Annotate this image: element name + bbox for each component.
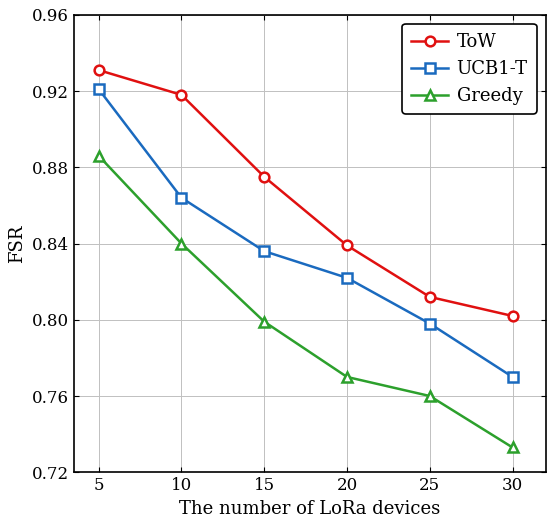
ToW	[261, 174, 268, 180]
Greedy	[427, 393, 433, 399]
UCB1-T	[343, 275, 350, 281]
UCB1-T	[509, 374, 516, 380]
Greedy	[343, 374, 350, 380]
Line: ToW: ToW	[94, 65, 517, 321]
Greedy	[95, 153, 102, 159]
UCB1-T	[95, 86, 102, 93]
UCB1-T	[261, 248, 268, 255]
Greedy	[178, 240, 185, 247]
X-axis label: The number of LoRa devices: The number of LoRa devices	[179, 500, 440, 518]
ToW	[427, 294, 433, 300]
Y-axis label: FSR: FSR	[8, 225, 27, 262]
ToW	[95, 67, 102, 73]
ToW	[509, 313, 516, 319]
UCB1-T	[427, 320, 433, 327]
UCB1-T	[178, 195, 185, 201]
Line: Greedy: Greedy	[94, 151, 517, 452]
ToW	[343, 242, 350, 249]
Greedy	[261, 319, 268, 325]
Greedy	[509, 444, 516, 451]
Legend: ToW, UCB1-T, Greedy: ToW, UCB1-T, Greedy	[402, 24, 537, 114]
ToW	[178, 92, 185, 98]
Line: UCB1-T: UCB1-T	[94, 84, 517, 382]
